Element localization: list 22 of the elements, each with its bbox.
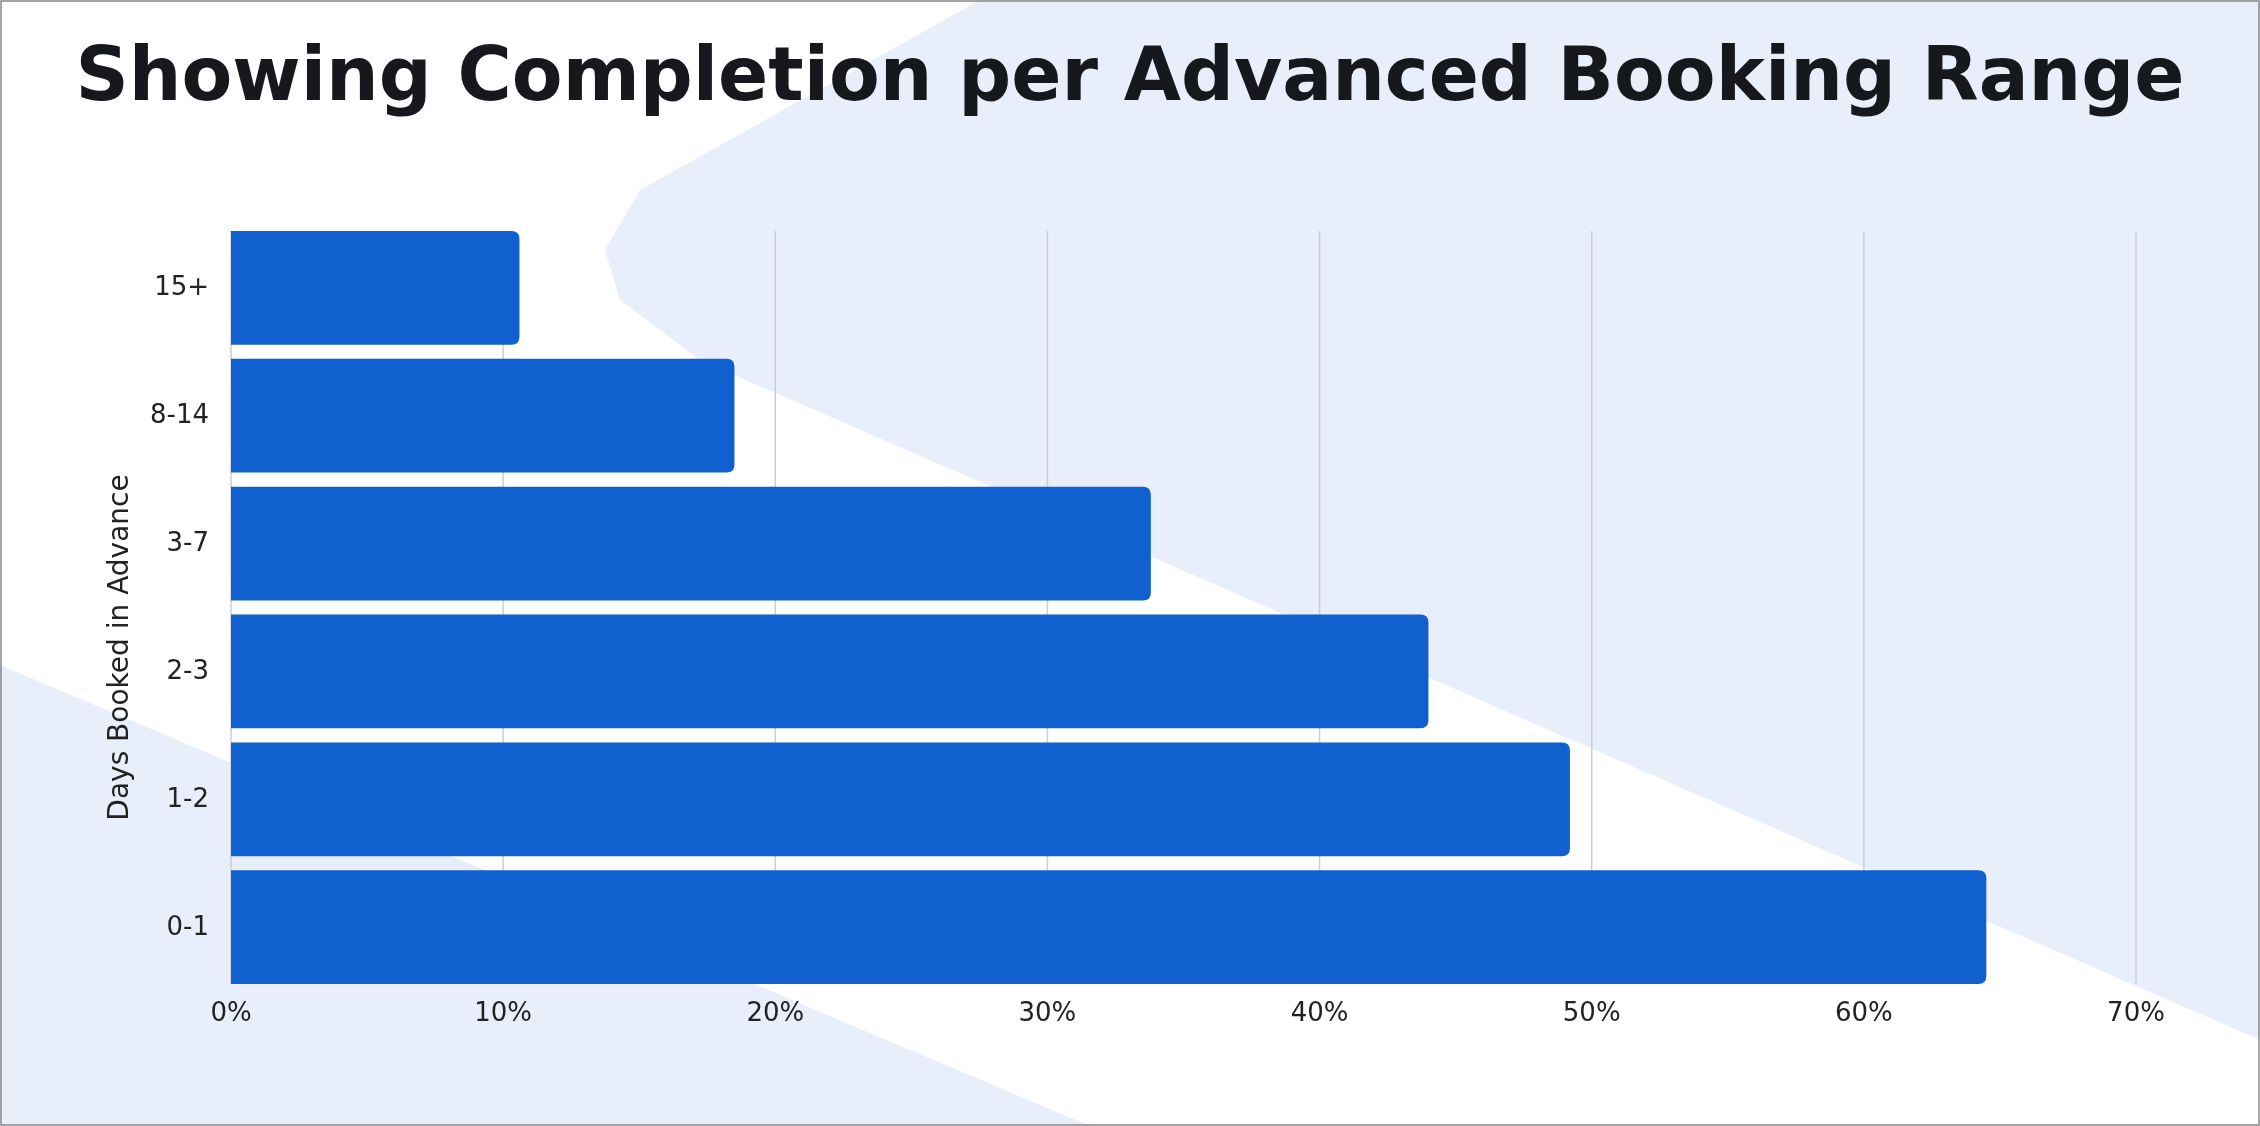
x-tick-label: 40% <box>1290 997 1349 1027</box>
y-tick-label: 0-1 <box>166 910 209 941</box>
y-tick-label: 3-7 <box>166 527 209 558</box>
x-tick-label: 60% <box>1834 997 1893 1027</box>
y-tick-label: 8-14 <box>149 399 209 430</box>
bar <box>231 358 735 473</box>
x-tick-label: 10% <box>474 997 533 1027</box>
y-tick-label: 15+ <box>154 271 209 302</box>
bar <box>231 486 1151 601</box>
bar <box>231 742 1570 857</box>
chart-title: Showing Completion per Advanced Booking Range <box>75 31 2185 117</box>
bar <box>231 614 1429 729</box>
x-tick-label: 0% <box>210 997 252 1027</box>
y-axis-title: Days Booked in Advance <box>102 474 135 821</box>
x-tick-label: 30% <box>1018 997 1077 1027</box>
y-tick-label: 2-3 <box>166 654 209 685</box>
x-tick-label: 50% <box>1562 997 1621 1027</box>
y-tick-label: 1-2 <box>166 782 209 813</box>
x-tick-label: 20% <box>746 997 805 1027</box>
bar <box>231 870 1987 984</box>
bar <box>231 231 520 345</box>
x-tick-label: 70% <box>2107 997 2165 1027</box>
